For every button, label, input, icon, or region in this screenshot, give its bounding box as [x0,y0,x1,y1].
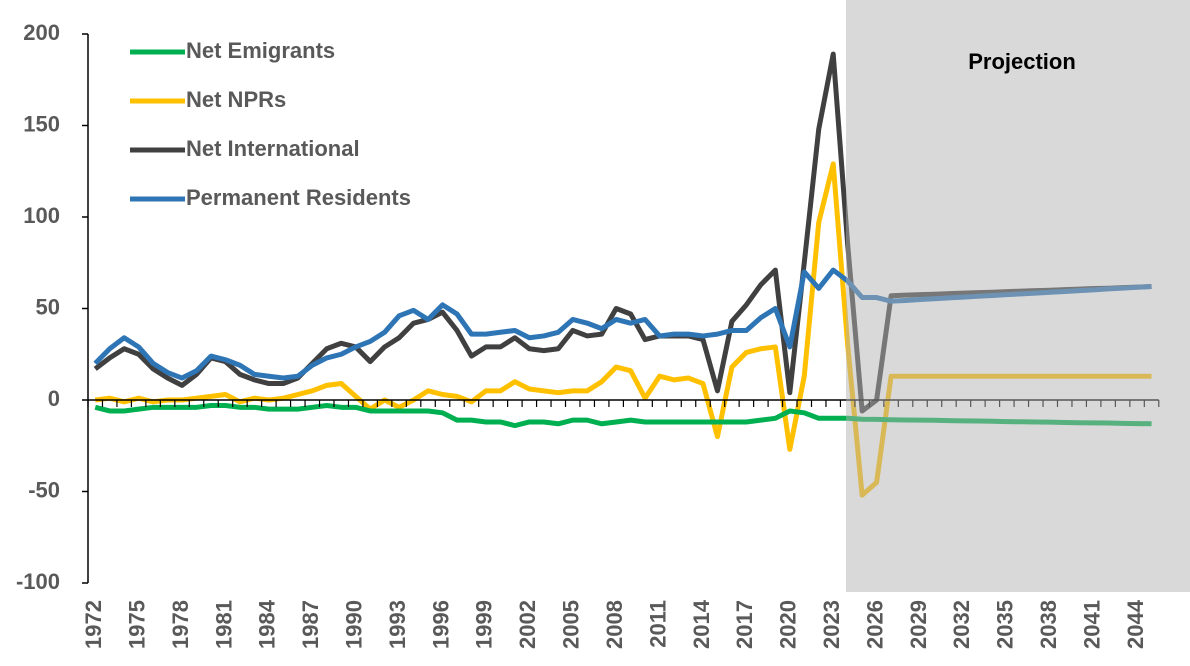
annotation: Projection [968,49,1076,74]
x-tick-label: 2017 [732,600,757,649]
legend-label: Net NPRs [186,87,286,112]
y-tick-label: 200 [23,20,60,45]
x-tick-label: 1975 [124,600,149,649]
x-tick-label: 1990 [342,600,367,649]
x-tick-label: 2002 [515,600,540,649]
x-tick-label: 2005 [559,600,584,649]
x-tick-label: 2041 [1079,600,1104,649]
legend-label: Permanent Residents [186,185,411,210]
x-tick-label: 1999 [472,600,497,649]
x-tick-label: 1987 [298,600,323,649]
y-tick-label: -100 [16,569,60,594]
x-tick-label: 2029 [906,600,931,649]
series-line [93,267,1152,381]
x-tick-label: 1996 [428,600,453,649]
y-tick-label: 100 [23,203,60,228]
x-tick-label: 2020 [776,600,801,649]
x-tick-label: 2023 [819,600,844,649]
x-tick-label: 1978 [168,600,193,649]
projection-shade [846,0,1190,592]
x-tick-label: 1981 [211,600,236,649]
y-tick-label: 150 [23,111,60,136]
x-tick-label: 2014 [689,599,714,649]
x-tick-label: 2026 [862,600,887,649]
x-tick-label: 2038 [1036,600,1061,649]
legend-label: Net International [186,136,360,161]
y-tick-label: 50 [36,294,60,319]
x-tick-label: 1972 [81,600,106,649]
x-tick-label: 2011 [645,600,670,648]
series-line [94,402,1152,429]
y-tick-label: -50 [28,477,60,502]
x-tick-label: 1993 [385,600,410,649]
series-line [93,51,1152,414]
x-tick-label: 2008 [602,600,627,649]
x-tick-label: 1984 [255,599,280,649]
x-tick-label: 2044 [1123,599,1148,649]
x-tick-label: 2032 [949,600,974,649]
y-tick-label: 0 [48,386,60,411]
legend-label: Net Emigrants [186,38,335,63]
x-tick-label: 2035 [993,600,1018,649]
